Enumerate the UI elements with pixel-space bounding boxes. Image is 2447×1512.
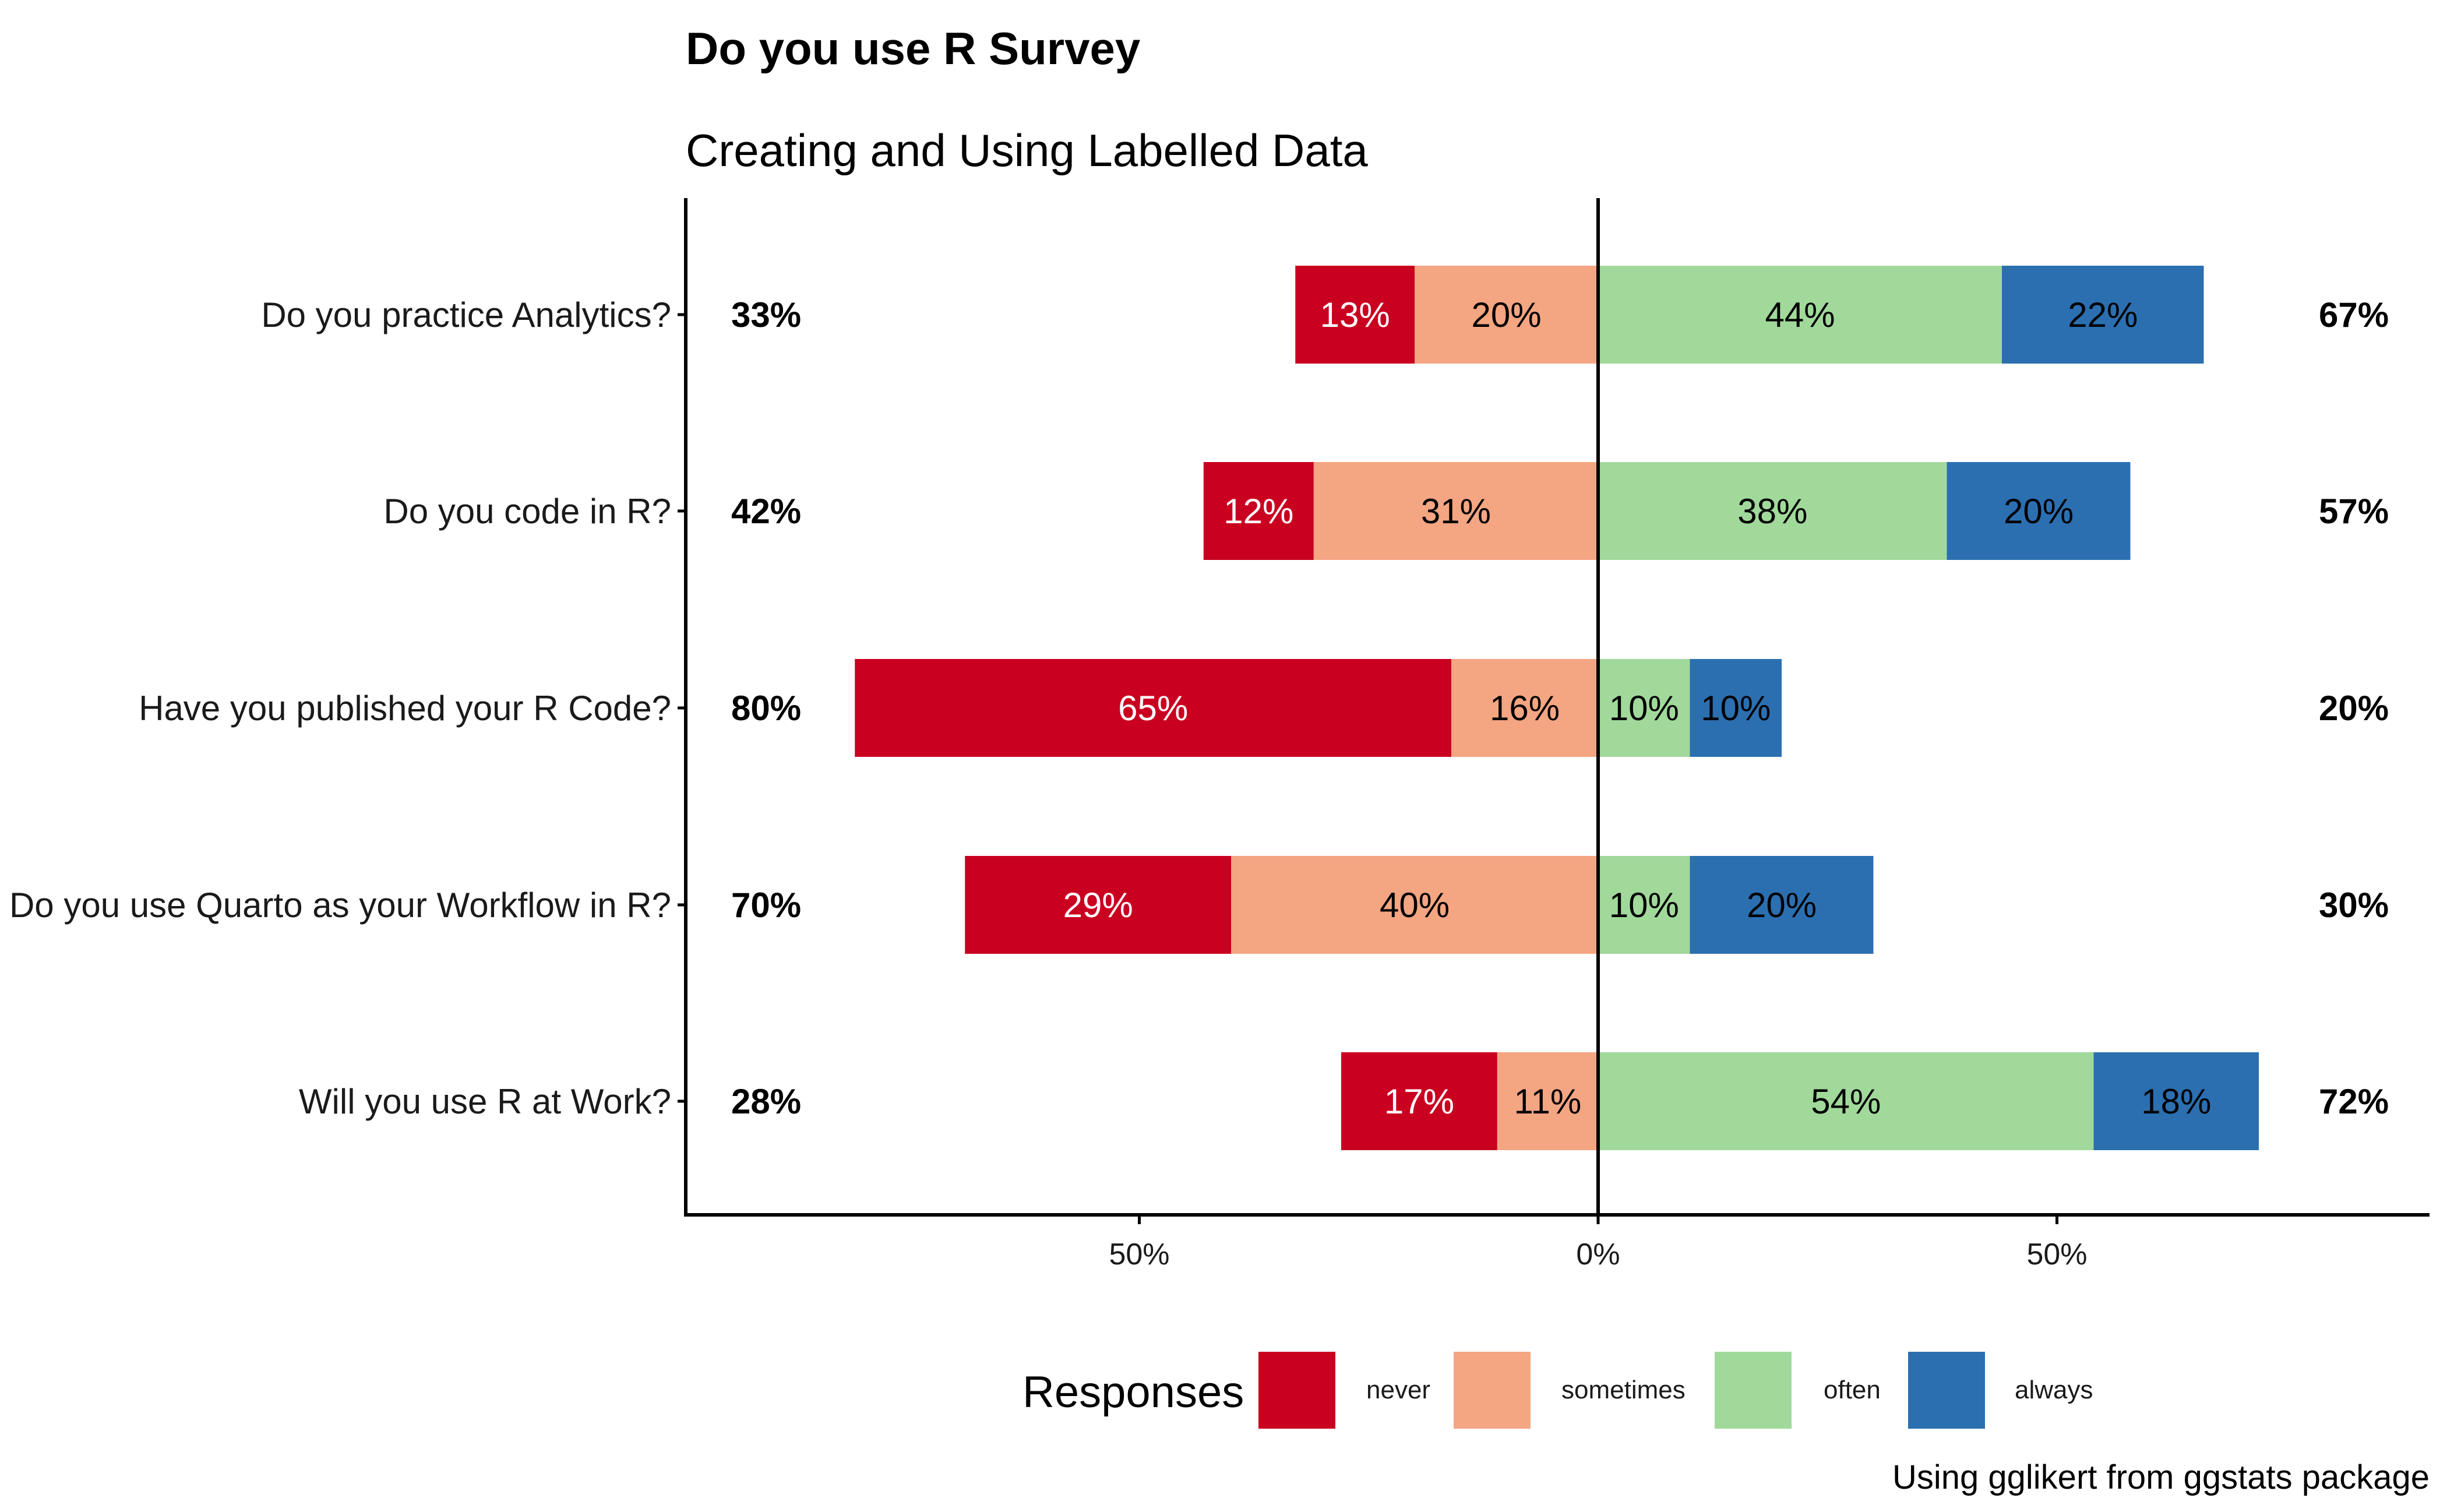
bar-label-often-4: 10% [1609,886,1679,925]
bar-label-never-3: 65% [1118,689,1188,728]
bar-label-often-1: 44% [1765,295,1835,334]
legend-key-often [1715,1352,1792,1429]
bar-always-2 [1947,462,2131,560]
category-label-2: Do you code in R? [383,492,671,531]
bar-never-1 [1295,266,1415,364]
total-right-3: 20% [2319,689,2389,728]
legend-label-never: never [1366,1376,1430,1404]
x-tick-label-3: 50% [2026,1238,2087,1271]
plot-area: 20% 13% 44% 22% Do you practice Analytics? 33… [9,198,2430,1271]
total-left-5: 28% [731,1082,801,1121]
bar-sometimes-3 [1451,659,1598,757]
total-left-4: 70% [731,886,801,925]
total-right-1: 67% [2319,295,2389,334]
bar-sometimes-1 [1415,266,1598,364]
category-label-1: Do you practice Analytics? [261,295,671,334]
bar-never-4 [965,856,1231,954]
total-left-1: 33% [731,295,801,334]
bar-sometimes-5 [1497,1052,1598,1150]
bar-label-sometimes-4: 40% [1380,886,1450,925]
bar-sometimes-4 [1231,856,1598,954]
bar-always-3 [1690,659,1782,757]
chart-title: Do you use R Survey [686,23,1140,74]
total-right-2: 57% [2319,492,2389,531]
bar-often-1 [1598,266,2002,364]
bar-always-5 [2093,1052,2259,1150]
bar-often-2 [1598,462,1947,560]
legend-title: Responses [1022,1368,1244,1417]
bar-often-4 [1598,856,1690,954]
bar-label-sometimes-3: 16% [1490,689,1560,728]
bar-never-2 [1203,462,1314,560]
bar-label-often-3: 10% [1609,689,1679,728]
x-tick-label-1: 50% [1109,1238,1169,1271]
bar-always-4 [1690,856,1874,954]
bar-label-always-3: 10% [1701,689,1771,728]
total-left-3: 80% [731,689,801,728]
legend-key-sometimes [1454,1352,1531,1429]
bar-often-5 [1598,1052,2094,1150]
bar-label-never-2: 12% [1224,492,1293,531]
bar-sometimes-2 [1313,462,1598,560]
legend-label-always: always [2015,1376,2093,1404]
legend: Responses never sometimes often always [1022,1352,2093,1429]
bar-label-always-2: 20% [2004,492,2074,531]
chart-subtitle: Creating and Using Labelled Data [686,125,1368,176]
bar-label-never-5: 17% [1384,1082,1454,1121]
category-label-4: Do you use Quarto as your Workflow in R? [9,886,671,925]
bar-label-never-4: 29% [1063,886,1133,925]
x-tick-label-2: 0% [1576,1238,1620,1271]
bar-always-1 [2002,266,2204,364]
chart-caption: Using gglikert from ggstats package [1892,1458,2430,1496]
total-right-4: 30% [2319,886,2389,925]
category-label-3: Have you published your R Code? [139,689,671,728]
bar-label-often-2: 38% [1737,492,1807,531]
category-label-5: Will you use R at Work? [299,1082,671,1121]
bar-label-always-1: 22% [2068,295,2138,334]
bar-label-often-5: 54% [1811,1082,1881,1121]
bar-never-3 [855,659,1451,757]
bar-never-5 [1341,1052,1497,1150]
legend-label-often: often [1824,1376,1881,1404]
bar-often-3 [1598,659,1690,757]
bar-label-never-1: 13% [1320,295,1390,334]
total-left-2: 42% [731,492,801,531]
bar-label-sometimes-2: 31% [1421,492,1491,531]
bar-label-sometimes-1: 20% [1471,295,1541,334]
legend-label-sometimes: sometimes [1561,1376,1686,1404]
bar-label-always-4: 20% [1747,886,1817,925]
legend-key-always [1908,1352,1985,1429]
bar-label-always-5: 18% [2141,1082,2211,1121]
legend-key-never [1258,1352,1335,1429]
total-right-5: 72% [2319,1082,2389,1121]
bar-label-sometimes-5: 11% [1514,1082,1582,1121]
